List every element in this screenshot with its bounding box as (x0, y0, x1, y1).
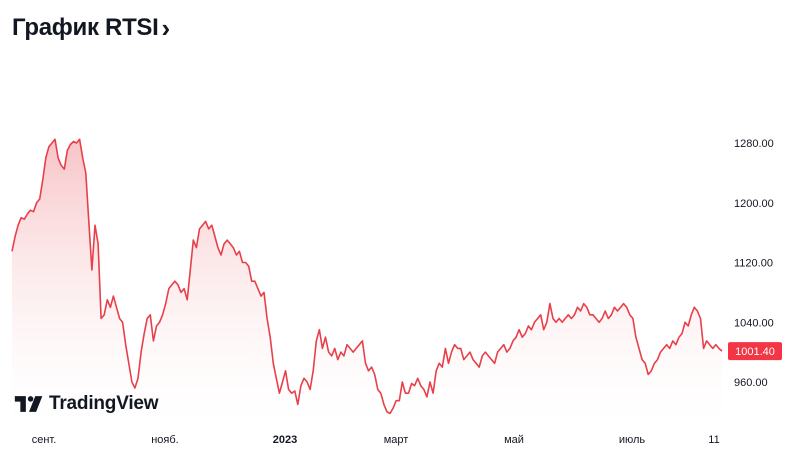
tradingview-wordmark: TradingView (49, 393, 159, 414)
tradingview-branding[interactable]: TradingView (13, 393, 159, 415)
x-tick-label: июль (619, 434, 646, 446)
last-price-badge (728, 342, 782, 361)
x-tick-label: нояб. (151, 434, 179, 446)
y-tick-label: 960.00 (734, 377, 768, 389)
last-price-label: 1001.40 (735, 346, 775, 358)
y-tick-label: 1200.00 (734, 198, 774, 210)
y-tick-label: 1280.00 (734, 138, 774, 150)
x-tick-label: 2023 (273, 434, 297, 446)
chart-title-link[interactable]: График RTSI › (12, 14, 170, 42)
chevron-right-icon: › (161, 13, 171, 43)
chart-title: График RTSI (12, 14, 159, 41)
series-area-fill (12, 139, 722, 423)
x-tick-label: 11 (708, 434, 719, 446)
x-tick-label: май (504, 434, 524, 446)
series-line-rtsi (11, 138, 723, 415)
x-tick-label: март (384, 434, 409, 446)
y-tick-label: 1120.00 (734, 258, 773, 270)
x-tick-label: сент. (32, 434, 57, 446)
tradingview-logo-icon (14, 396, 43, 412)
y-tick-label: 1040.00 (734, 317, 774, 329)
